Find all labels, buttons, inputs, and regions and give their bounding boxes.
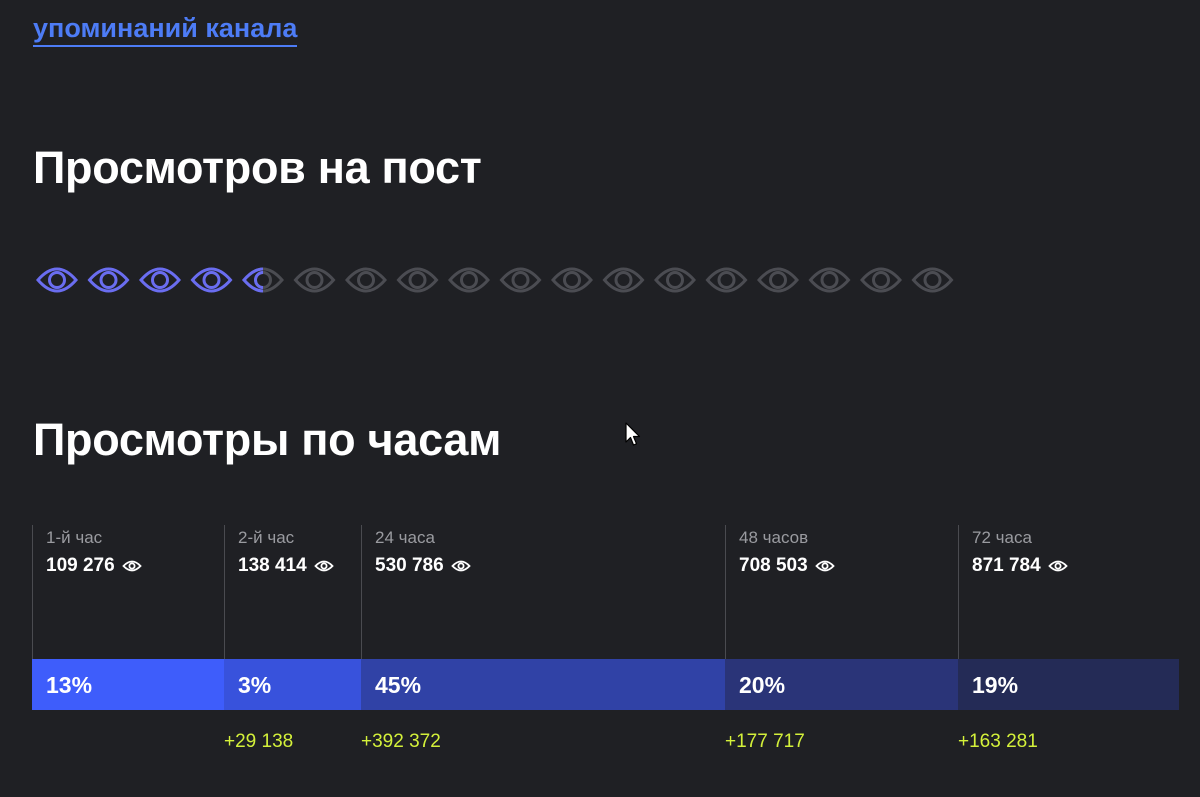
segment-value: 708 503 [739, 555, 835, 577]
segment-value-text: 530 786 [375, 555, 444, 576]
timeline-segment-2h: 2-й час 138 414 3% +29 138 [224, 525, 361, 765]
mouse-cursor-icon [624, 422, 642, 453]
channel-mentions-link[interactable]: упоминаний канала [33, 12, 298, 47]
eye-icon [121, 560, 142, 572]
eye-icon [190, 267, 233, 293]
views-rating [35, 259, 965, 301]
segment-delta: +29 138 [224, 731, 294, 752]
segment-bar [361, 659, 725, 710]
segment-label: 1-й час [46, 528, 103, 547]
segment-delta: +163 281 [958, 731, 1038, 752]
eye-icon [499, 267, 542, 293]
segment-delta: +392 372 [361, 731, 441, 752]
eye-icon-partial [242, 267, 263, 293]
eye-icon [860, 267, 902, 293]
eye-icon [602, 267, 645, 293]
segment-value-text: 109 276 [46, 555, 115, 576]
eye-icon [36, 267, 78, 293]
segment-percent: 13% [46, 672, 93, 698]
segment-bar [224, 659, 361, 710]
timeline-segment-72h: 72 часа 871 784 19% +163 281 [958, 525, 1179, 765]
timeline-segment-24h: 24 часа 530 786 45% +392 372 [361, 525, 725, 765]
segment-bar [958, 659, 1179, 710]
eye-icon [757, 267, 799, 293]
segment-value: 109 276 [46, 555, 142, 577]
segment-label: 2-й час [238, 528, 295, 547]
segment-delta: +177 717 [725, 731, 805, 752]
segment-label: 48 часов [739, 528, 809, 547]
segment-value-text: 138 414 [238, 555, 307, 576]
segment-label: 24 часа [375, 528, 435, 547]
segment-bar [725, 659, 958, 710]
eye-icon [448, 267, 490, 293]
segment-bar [32, 659, 224, 710]
segment-value: 530 786 [375, 555, 471, 577]
eye-icon [808, 267, 851, 293]
eye-icon [705, 267, 748, 293]
segment-percent: 3% [238, 672, 272, 698]
segment-percent: 20% [739, 672, 786, 698]
eye-icon [654, 267, 696, 293]
views-per-post-heading: Просмотров на пост [33, 142, 482, 193]
eye-icon [814, 560, 835, 572]
eye-icon [293, 267, 336, 293]
segment-divider [32, 525, 33, 659]
segment-value: 871 784 [972, 555, 1068, 577]
eye-icon [313, 560, 334, 572]
eye-icon [911, 267, 954, 293]
segment-divider [224, 525, 225, 659]
hourly-views-timeline: 1-й час 109 276 13% 2-й час 138 414 3% +… [32, 525, 1179, 765]
segment-divider [725, 525, 726, 659]
eye-icon [396, 267, 439, 293]
segment-percent: 19% [972, 672, 1019, 698]
eye-icon [87, 267, 130, 293]
eye-icon [139, 267, 181, 293]
timeline-segment-1h: 1-й час 109 276 13% [32, 525, 224, 765]
segment-divider [958, 525, 959, 659]
eye-rating-icons [36, 267, 954, 293]
views-hourly-heading: Просмотры по часам [33, 414, 502, 465]
segment-label: 72 часа [972, 528, 1032, 547]
eye-icon [345, 267, 387, 293]
eye-icon [450, 560, 471, 572]
segment-divider [361, 525, 362, 659]
segment-value-text: 708 503 [739, 555, 808, 576]
eye-icon [1047, 560, 1068, 572]
segment-value: 138 414 [238, 555, 334, 577]
segment-percent: 45% [375, 672, 422, 698]
segment-value-text: 871 784 [972, 555, 1041, 576]
eye-icon [551, 267, 593, 293]
timeline-segment-48h: 48 часов 708 503 20% +177 717 [725, 525, 958, 765]
